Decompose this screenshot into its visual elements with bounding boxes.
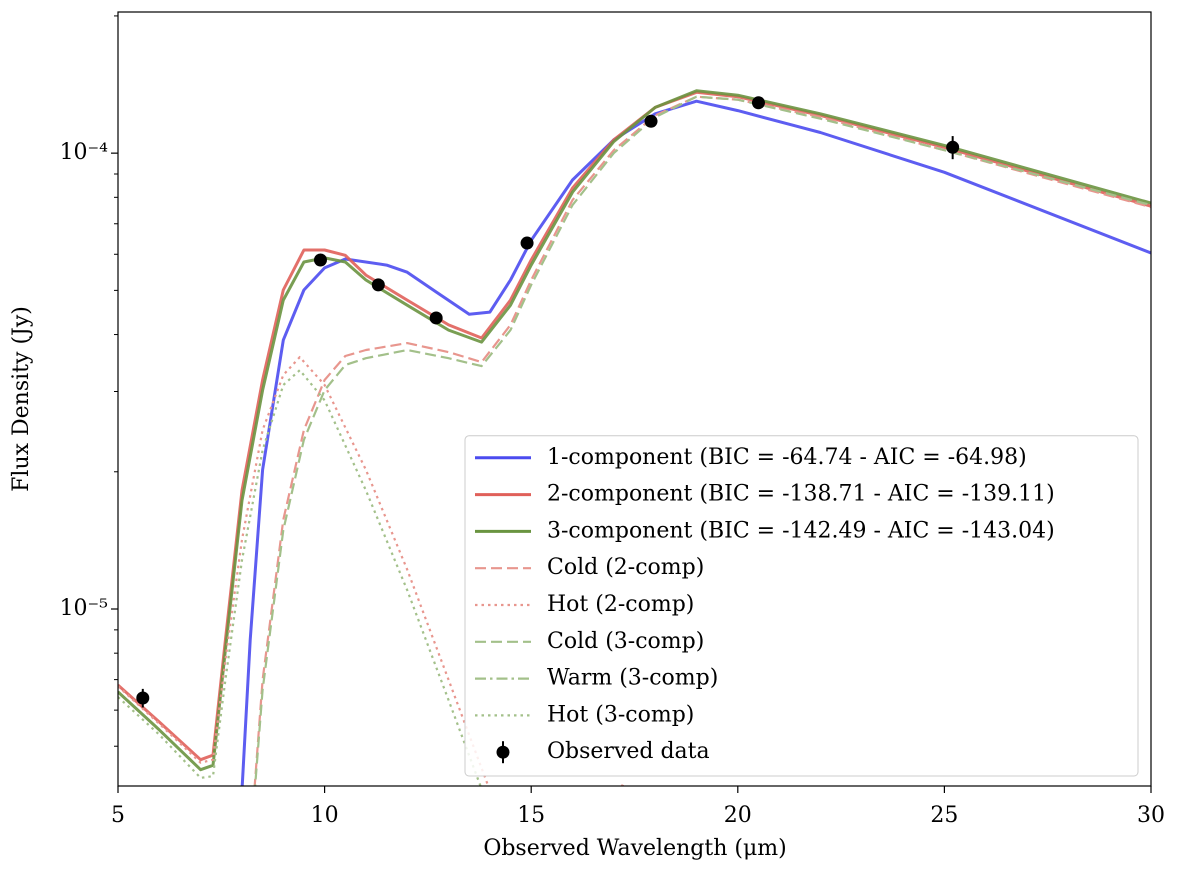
series-line: [253, 95, 1151, 786]
x-tick-label: 5: [111, 803, 125, 828]
plot-area: [118, 89, 1151, 786]
legend-label: Cold (2-comp): [547, 555, 704, 580]
series-line: [118, 356, 627, 786]
legend-label: 1-component (BIC = -64.74 - AIC = -64.98…: [547, 445, 1027, 470]
legend-label: Observed data: [547, 739, 710, 764]
x-tick-label: 20: [724, 803, 752, 828]
series-line: [240, 99, 1151, 786]
legend-label: 3-component (BIC = -142.49 - AIC = -143.…: [547, 518, 1055, 543]
x-tick-label: 30: [1137, 803, 1165, 828]
data-point: [136, 691, 150, 705]
x-axis-label: Observed Wavelength (μm): [483, 836, 786, 861]
legend: 1-component (BIC = -64.74 - AIC = -64.98…: [464, 435, 1139, 777]
x-tick-label: 25: [930, 803, 958, 828]
legend-label: Hot (2-comp): [547, 592, 694, 617]
data-point: [751, 96, 765, 110]
data-point: [946, 140, 960, 154]
y-tick-label: 10⁻⁴: [60, 140, 109, 165]
series-line: [118, 369, 482, 786]
legend-box: [464, 435, 1139, 777]
legend-label: Warm (3-comp): [547, 666, 718, 691]
data-point: [520, 236, 534, 250]
legend-label: Cold (3-comp): [547, 629, 704, 654]
x-tick-label: 10: [311, 803, 339, 828]
series-line: [254, 95, 1151, 786]
y-axis-label: Flux Density (Jy): [9, 306, 34, 492]
x-tick-label: 15: [517, 803, 545, 828]
data-point: [644, 114, 658, 128]
legend-swatch: [496, 745, 510, 759]
legend-label: Hot (3-comp): [547, 702, 694, 727]
plot-frame: [117, 11, 1152, 787]
legend-label: 2-component (BIC = -138.71 - AIC = -139.…: [547, 482, 1055, 507]
y-tick-label: 10⁻⁵: [60, 596, 108, 621]
data-point: [313, 253, 327, 267]
data-point: [429, 311, 443, 325]
data-point: [371, 278, 385, 292]
series-line: [118, 89, 1151, 772]
